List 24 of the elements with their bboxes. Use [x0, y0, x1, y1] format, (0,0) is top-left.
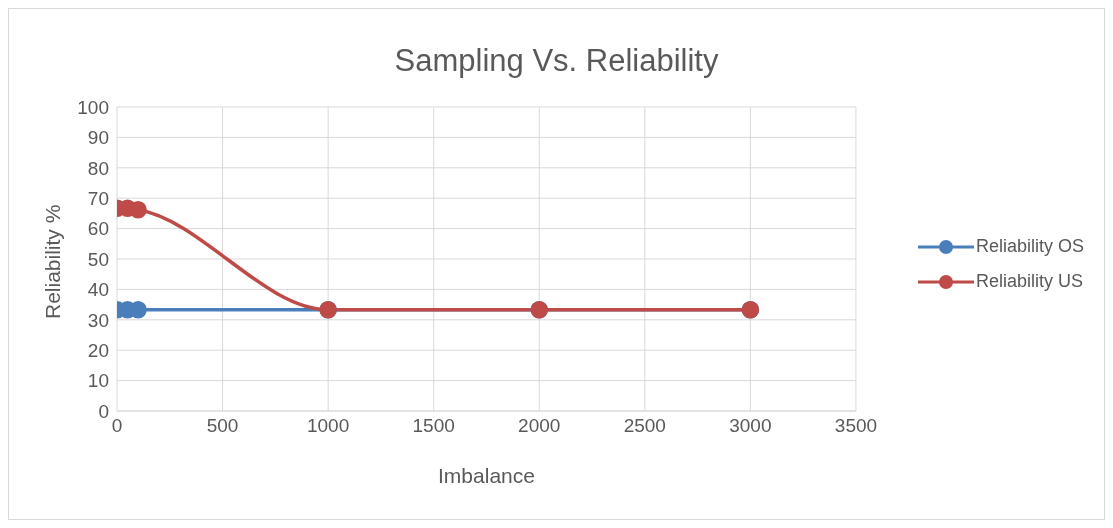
x-tick-label: 3500: [834, 415, 878, 437]
x-tick-label: 2500: [623, 415, 666, 437]
y-tick-label: 0: [98, 400, 109, 422]
y-tick-label: 40: [87, 279, 109, 301]
y-axis-title: Reliability %: [41, 204, 65, 319]
y-tick-label: 60: [87, 218, 109, 240]
chart-title: Sampling Vs. Reliability: [393, 43, 720, 79]
y-tick-label: 10: [87, 370, 109, 392]
x-tick-label: 0: [111, 415, 123, 437]
y-tick-label: 80: [87, 157, 109, 179]
y-tick-label: 50: [87, 248, 109, 270]
y-tick-label: 100: [77, 96, 109, 118]
y-tick-label: 20: [87, 339, 109, 361]
legend-label: Reliability OS: [975, 236, 1084, 257]
x-tick-label: 2000: [518, 415, 561, 437]
y-tick-label: 70: [87, 187, 109, 209]
x-axis-title: Imbalance: [438, 464, 535, 487]
x-tick-label: 1500: [412, 415, 455, 437]
x-tick-label: 500: [206, 415, 239, 437]
x-tick-label: 1000: [306, 415, 350, 437]
y-tick-label: 30: [87, 309, 109, 331]
legend-label: Reliability US: [975, 271, 1083, 292]
y-tick-label: 90: [87, 127, 109, 149]
x-tick-label: 3000: [729, 415, 772, 437]
